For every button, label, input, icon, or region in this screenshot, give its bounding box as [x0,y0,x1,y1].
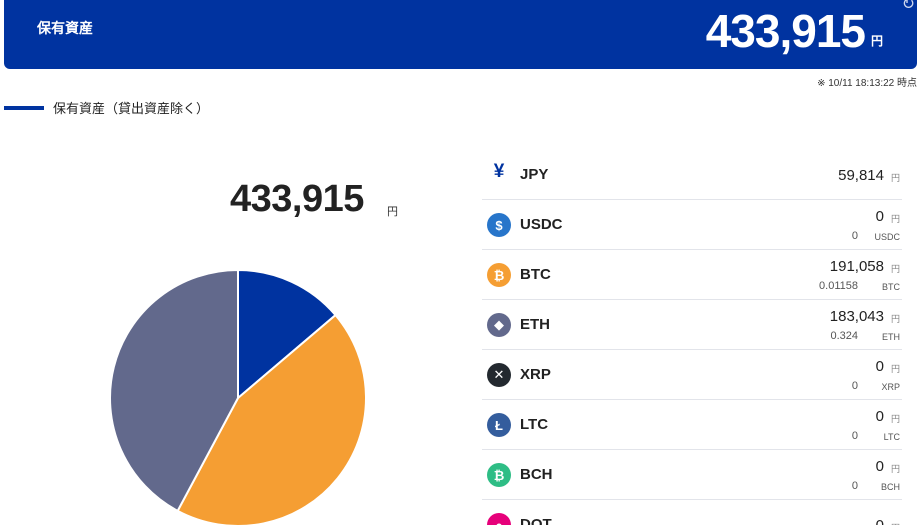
asset-row-ltc[interactable]: Ł LTC 0 円 0 LTC [482,400,902,450]
header-total-unit: 円 [870,34,883,48]
holdings-panel: 433,915 円 ¥ JPY 59,814 円 $ USDC 0 円 0 USDC ₿ BTC 191… [4,128,917,525]
asset-jpy-unit: 円 [890,464,900,474]
summary-total-unit: 円 [387,206,398,218]
asset-quantity-unit: ETH [882,332,900,342]
asset-jpy-unit: 円 [890,214,900,224]
asset-row-eth[interactable]: ◆ ETH 183,043 円 0.324 ETH [482,300,902,350]
asset-name: BCH [520,466,553,483]
asset-row-xrp[interactable]: ✕ XRP 0 円 0 XRP [482,350,902,400]
pie-slice-jpy [237,268,337,401]
asset-row-btc[interactable]: ₿ BTC 191,058 円 0.01158 BTC [482,250,902,300]
asset-jpy-value: 0 [875,408,884,425]
asset-jpy-unit: 円 [890,364,900,374]
asset-row-usdc[interactable]: $ USDC 0 円 0 USDC [482,200,902,250]
asset-row-dot[interactable]: ● DOT 0 円 [482,500,902,525]
section-heading: 保有資産（貸出資産除く） [4,98,209,117]
asset-name: BTC [520,266,551,283]
asset-quantity-unit: USDC [874,232,900,242]
asset-row-jpy[interactable]: ¥ JPY 59,814 円 [482,150,902,200]
yen-icon: ¥ [493,161,505,182]
asset-name: ETH [520,316,550,333]
asset-jpy-unit: 円 [890,173,900,183]
asset-row-bch[interactable]: ₿ BCH 0 円 0 BCH [482,450,902,500]
usdc-icon: $ [487,213,511,237]
holdings-pie-chart [109,268,367,525]
asset-jpy-value: 0 [875,208,884,225]
asset-quantity-unit: XRP [881,382,900,392]
asset-quantity: 0 [851,380,858,392]
section-accent-bar [4,105,44,110]
asset-quantity: 0 [851,430,858,442]
section-label: 保有資産（貸出資産除く） [53,101,210,116]
asset-jpy-unit: 円 [890,264,900,274]
holdings-panel-inner: 433,915 円 ¥ JPY 59,814 円 $ USDC 0 円 0 USDC ₿ BTC 191… [4,128,917,525]
refresh-icon[interactable]: ↻ [901,0,915,13]
asset-quantity: 0.01158 [819,280,858,292]
xrp-icon: ✕ [487,363,511,387]
asset-jpy-unit: 円 [890,414,900,424]
polkadot-icon: ● [487,513,511,525]
asset-quantity: 0.324 [830,330,858,342]
asset-jpy-value: 0 [875,458,884,475]
asset-jpy-value: 191,058 [829,258,884,275]
bitcoin-cash-icon: ₿ [487,463,511,487]
asset-jpy-value: 183,043 [829,308,884,325]
bitcoin-icon: ₿ [487,263,511,287]
ethereum-icon: ◆ [487,313,511,337]
header-title: 保有資産 [37,20,93,36]
asset-quantity-unit: BTC [882,282,900,292]
asset-quantity: 0 [851,230,858,242]
asset-quantity-unit: BCH [880,482,900,492]
header-bar: 保有資産 433,915 円 ↻ [4,0,917,69]
asset-jpy-value: 59,814 [838,167,884,184]
asset-quantity-unit: LTC [883,432,900,442]
asset-name: DOT [520,516,552,525]
litecoin-icon: Ł [487,413,511,437]
asset-jpy-value: 0 [875,358,884,375]
asset-name: USDC [520,216,563,233]
pie-slice-eth [109,268,239,513]
asset-name: JPY [520,166,549,183]
asset-jpy-unit: 円 [891,521,900,525]
asset-list: ¥ JPY 59,814 円 $ USDC 0 円 0 USDC ₿ BTC 191,058 円 0.011… [482,150,902,525]
asset-name: XRP [520,366,551,383]
asset-quantity: 0 [851,480,858,492]
asset-jpy-unit: 円 [890,314,900,324]
summary-total-amount: 433,915 [230,178,364,220]
asset-jpy-value: 0 [876,517,884,525]
asset-name: LTC [520,416,549,433]
header-total-amount: 433,915 [705,5,866,57]
timestamp: ※ 10/11 18:13:22 時点 [817,78,917,89]
